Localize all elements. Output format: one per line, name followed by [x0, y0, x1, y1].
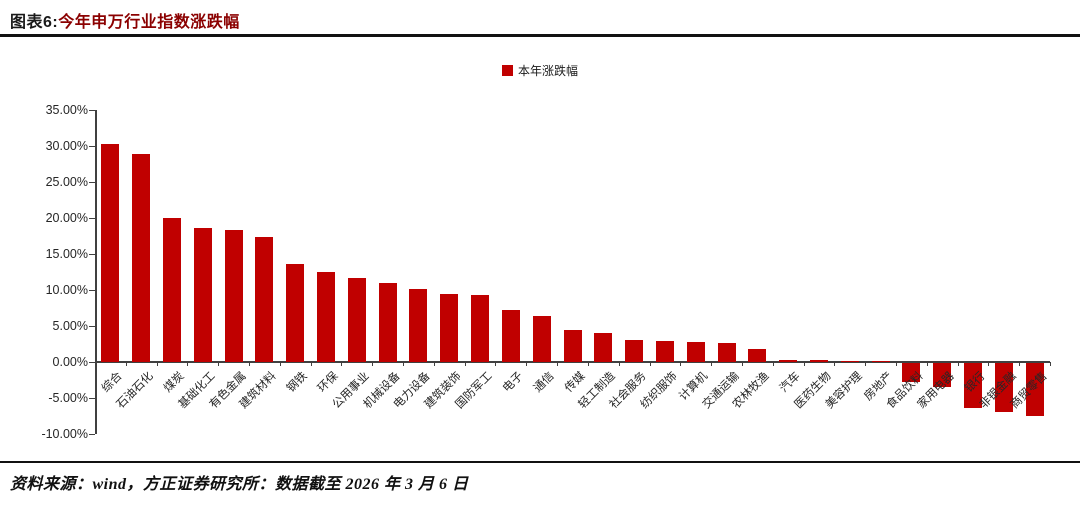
x-axis-tick [618, 362, 620, 366]
bar [163, 218, 182, 362]
x-axis-tick [403, 362, 405, 366]
bar [594, 333, 613, 362]
y-axis-tick [89, 289, 95, 291]
chart-title-text: 今年申万行业指数涨跌幅 [58, 14, 240, 31]
y-axis-tick [89, 433, 95, 435]
bar [994, 362, 1013, 413]
y-axis-label: 15.00% [45, 247, 88, 261]
y-axis-tick [89, 181, 95, 183]
bar [871, 360, 890, 362]
x-axis-tick [526, 362, 528, 366]
y-axis-label: 25.00% [45, 175, 88, 189]
y-axis-label: 20.00% [45, 211, 88, 225]
y-axis-label: 5.00% [52, 319, 88, 333]
bar [501, 310, 520, 362]
bar [717, 342, 736, 362]
legend-swatch-red [501, 65, 513, 76]
bar [317, 272, 336, 362]
x-axis-tick [125, 362, 127, 366]
y-axis-label: 35.00% [45, 103, 88, 117]
x-axis-tick [279, 362, 281, 366]
bar [255, 237, 274, 362]
x-axis-tick [372, 362, 374, 366]
y-axis-tick [89, 361, 95, 363]
x-axis-tick [1019, 362, 1021, 366]
chart-legend: 本年涨跌幅 [0, 62, 1080, 79]
x-axis-tick [649, 362, 651, 366]
source-note: 资料来源：wind，方正证券研究所：数据截至 2026 年 3 月 6 日 [10, 476, 469, 493]
x-axis-tick [834, 362, 836, 366]
bar [779, 359, 798, 362]
bar [625, 340, 644, 362]
x-axis-tick [341, 362, 343, 366]
x-axis-tick [865, 362, 867, 366]
bar [686, 341, 705, 362]
x-axis-line [95, 361, 1050, 363]
y-axis-tick [89, 325, 95, 327]
y-axis-label: 0.00% [52, 355, 88, 369]
bar [840, 360, 859, 362]
x-axis-tick [741, 362, 743, 366]
x-axis-tick [803, 362, 805, 366]
x-axis-tick [249, 362, 251, 366]
y-axis-line [95, 110, 97, 434]
x-axis-tick [156, 362, 158, 366]
y-axis-tick [89, 145, 95, 147]
x-axis-label: 电子 [500, 370, 526, 395]
y-axis-tick [89, 253, 95, 255]
x-axis-tick [495, 362, 497, 366]
chart-number-label: 图表6: [10, 14, 59, 31]
x-axis-tick [895, 362, 897, 366]
y-axis-tick [89, 217, 95, 219]
bar [409, 288, 428, 362]
x-axis-tick [187, 362, 189, 366]
bar [532, 315, 551, 362]
bar [224, 229, 243, 362]
bar [902, 362, 921, 383]
y-axis-tick [89, 109, 95, 111]
x-axis-tick [310, 362, 312, 366]
bar [378, 282, 397, 362]
x-axis-tick [926, 362, 928, 366]
bar [809, 359, 828, 362]
page-title: 图表6:今年申万行业指数涨跌幅 [10, 8, 240, 32]
x-axis-label: 钢铁 [285, 370, 310, 395]
y-axis-label: 10.00% [45, 283, 88, 297]
x-axis-tick [988, 362, 990, 366]
bar [193, 228, 212, 362]
y-axis-label: 30.00% [45, 139, 88, 153]
bar [440, 293, 459, 362]
y-axis-tick [89, 397, 95, 399]
x-axis-tick [957, 362, 959, 366]
bar [1025, 362, 1044, 417]
x-axis-tick [433, 362, 435, 366]
bar [286, 264, 305, 362]
y-axis-label: -5.00% [48, 391, 88, 405]
x-axis-tick [772, 362, 774, 366]
bar [655, 341, 674, 362]
x-axis-tick [587, 362, 589, 366]
bar [101, 143, 120, 362]
title-divider-line [0, 34, 1080, 37]
bar [748, 349, 767, 362]
x-axis-tick [218, 362, 220, 366]
bar [347, 278, 366, 362]
x-axis-tick [711, 362, 713, 366]
bar [132, 153, 151, 362]
bar [471, 295, 490, 362]
x-axis-tick [464, 362, 466, 366]
legend-label: 本年涨跌幅 [517, 64, 578, 78]
x-axis-tick [557, 362, 559, 366]
x-axis-tick [1050, 362, 1051, 366]
x-axis-label: 通信 [531, 370, 557, 395]
x-axis-tick [95, 362, 96, 366]
footer-divider-line [0, 461, 1080, 463]
bar [563, 330, 582, 362]
bar [963, 362, 982, 409]
y-axis-label: -10.00% [41, 427, 88, 441]
x-axis-tick [680, 362, 682, 366]
bar [933, 362, 952, 388]
